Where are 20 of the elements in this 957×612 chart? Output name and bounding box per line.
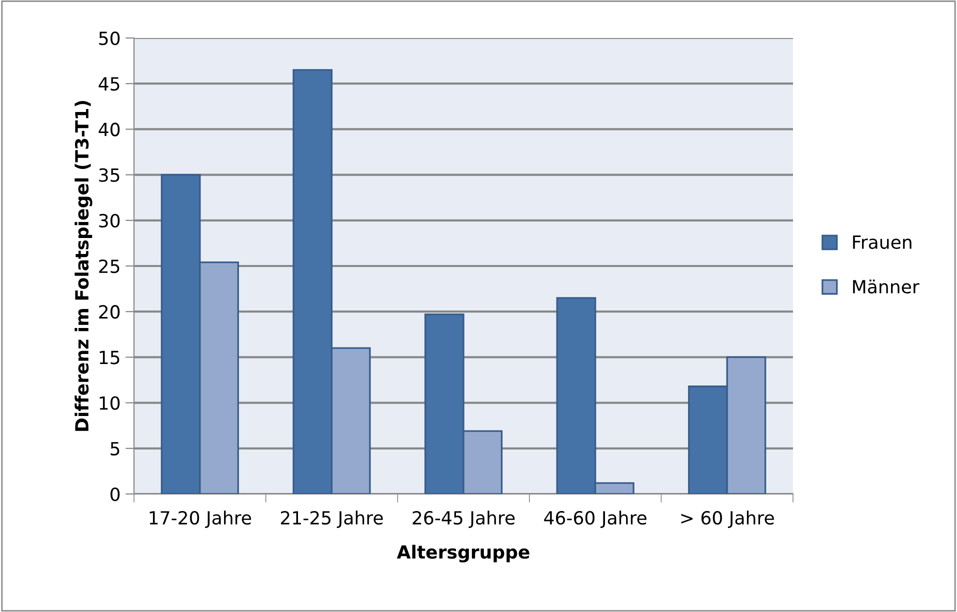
y-tick-label: 30 bbox=[99, 214, 120, 228]
x-tick-label: 17-20 Jahre bbox=[150, 510, 252, 528]
y-tick-label: 25 bbox=[99, 259, 120, 274]
x-tick-label: 46-60 Jahre bbox=[544, 510, 646, 528]
x-tick-label: > 60 Jahre bbox=[681, 510, 774, 528]
y-tick-label: 10 bbox=[100, 396, 120, 410]
y-tick-label: 20 bbox=[99, 305, 120, 319]
y-tick-label: 15 bbox=[100, 350, 120, 364]
y-tick-label: 0 bbox=[110, 487, 120, 502]
y-tick-label: 5 bbox=[110, 442, 120, 456]
x-tick-label: 21-25 Jahre bbox=[280, 510, 383, 528]
y-tick-label: 40 bbox=[98, 122, 120, 136]
legend-label: Männer bbox=[853, 280, 920, 294]
x-axis-title: Altersgruppe bbox=[396, 544, 530, 562]
y-tick-label: 35 bbox=[99, 168, 120, 182]
y-tick-label: 45 bbox=[98, 77, 120, 91]
x-tick-label: 26-45 Jahre bbox=[412, 510, 515, 528]
y-axis-title: Differenz im Folatspiegel (T3-T1) bbox=[74, 101, 92, 431]
y-tick-label: 50 bbox=[99, 31, 120, 46]
legend-label: Frauen bbox=[853, 236, 912, 249]
